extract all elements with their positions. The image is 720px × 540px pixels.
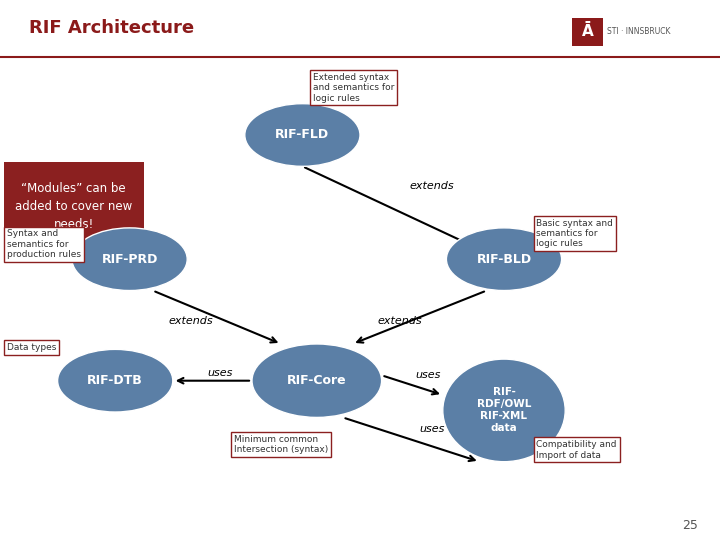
Text: extends: extends: [377, 316, 422, 326]
Text: STI · INNSBRUCK: STI · INNSBRUCK: [607, 28, 670, 36]
Text: extends: extends: [168, 316, 213, 326]
Text: extends: extends: [410, 181, 454, 191]
FancyBboxPatch shape: [572, 18, 603, 46]
FancyBboxPatch shape: [4, 162, 144, 251]
Text: Basic syntax and
semantics for
logic rules: Basic syntax and semantics for logic rul…: [536, 219, 613, 248]
Text: uses: uses: [419, 424, 445, 434]
Text: RIF-
RDF/OWL
RIF-XML
data: RIF- RDF/OWL RIF-XML data: [477, 387, 531, 434]
Text: RIF-BLD: RIF-BLD: [477, 253, 531, 266]
Text: Compatibility and
Import of data: Compatibility and Import of data: [536, 440, 617, 460]
Text: RIF-Core: RIF-Core: [287, 374, 346, 387]
Ellipse shape: [245, 104, 360, 166]
Text: Minimum common
Intersection (syntax): Minimum common Intersection (syntax): [234, 435, 328, 454]
Text: Extended syntax
and semantics for
logic rules: Extended syntax and semantics for logic …: [313, 73, 395, 103]
Text: Ā: Ā: [582, 24, 593, 39]
Text: uses: uses: [415, 370, 441, 380]
Ellipse shape: [252, 344, 382, 417]
Text: RIF Architecture: RIF Architecture: [29, 19, 194, 37]
Ellipse shape: [446, 228, 562, 291]
Text: uses: uses: [207, 368, 233, 377]
Ellipse shape: [72, 228, 187, 291]
Text: 25: 25: [683, 519, 698, 532]
Ellipse shape: [58, 349, 173, 412]
Text: RIF-FLD: RIF-FLD: [275, 129, 330, 141]
Ellipse shape: [443, 359, 565, 462]
Text: “Modules” can be
added to cover new
needs!: “Modules” can be added to cover new need…: [15, 182, 132, 231]
Text: RIF-DTB: RIF-DTB: [87, 374, 143, 387]
Text: RIF-PRD: RIF-PRD: [102, 253, 158, 266]
Text: Syntax and
semantics for
production rules: Syntax and semantics for production rule…: [7, 230, 81, 259]
Text: Data types: Data types: [7, 343, 57, 352]
